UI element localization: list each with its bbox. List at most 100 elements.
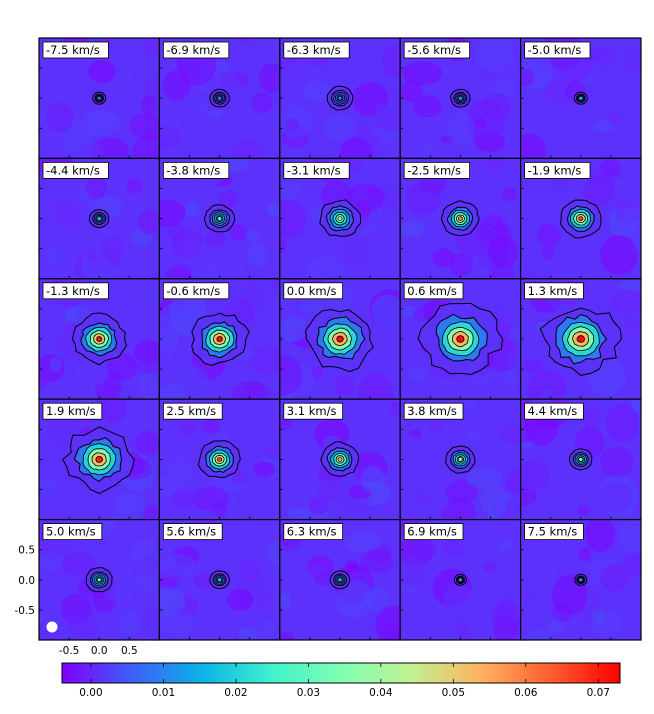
- noise-blob: [360, 549, 394, 574]
- noise-blob: [207, 250, 246, 277]
- noise-blob: [231, 468, 248, 487]
- channel-panel: -2.5 km/s: [399, 157, 522, 280]
- noise-blob: [137, 209, 160, 235]
- noise-blob: [308, 496, 329, 516]
- noise-blob: [230, 223, 248, 242]
- noise-blob: [279, 200, 307, 238]
- noise-blob: [446, 112, 476, 147]
- noise-blob: [384, 403, 401, 423]
- noise-blob: [88, 60, 116, 84]
- noise-blob: [585, 371, 603, 384]
- noise-blob: [599, 234, 638, 275]
- noise-blob: [159, 610, 198, 637]
- velocity-label: -3.1 km/s: [283, 161, 350, 179]
- velocity-label-text: -1.9 km/s: [528, 163, 582, 177]
- noise-blob: [39, 474, 58, 496]
- velocity-label-box: [403, 523, 464, 540]
- noise-blob: [258, 63, 280, 94]
- peak-marker: [218, 457, 222, 461]
- noise-blob: [505, 469, 521, 496]
- colorbar-tick-label: 0.05: [442, 687, 465, 699]
- noise-blob: [607, 111, 622, 123]
- noise-blob: [178, 365, 210, 400]
- colorbar-tick-label: 0.06: [514, 687, 538, 699]
- velocity-label: -4.4 km/s: [42, 161, 109, 179]
- noise-blob: [39, 553, 65, 572]
- channel-panel: -3.8 km/s: [158, 157, 281, 280]
- velocity-label-box: [403, 402, 464, 420]
- peak-marker: [579, 337, 583, 341]
- velocity-label-text: 6.9 km/s: [407, 525, 457, 539]
- noise-blob: [265, 538, 280, 568]
- noise-blob: [481, 70, 494, 83]
- noise-blob: [111, 506, 139, 520]
- velocity-label-text: 3.8 km/s: [407, 404, 457, 418]
- velocity-label-text: 4.4 km/s: [528, 404, 578, 418]
- noise-blob: [508, 326, 521, 343]
- velocity-label: -1.3 km/s: [42, 282, 109, 300]
- velocity-label: -2.5 km/s: [403, 161, 471, 179]
- channel-panel: 3.1 km/s: [279, 398, 401, 521]
- noise-blob: [194, 102, 208, 116]
- noise-blob: [386, 431, 401, 450]
- noise-blob: [305, 256, 344, 279]
- noise-blob: [373, 102, 389, 119]
- y-tick-label: -0.5: [15, 605, 36, 617]
- noise-blob: [43, 245, 63, 266]
- velocity-label: -7.5 km/s: [42, 41, 109, 59]
- channel-panel: 6.9 km/s: [399, 518, 522, 641]
- channel-panel: -0.6 km/s: [158, 278, 281, 400]
- colorbar: 0.00 0.01 0.02 0.03 0.04 0.05 0.06 0.07: [61, 662, 621, 699]
- peak-marker: [97, 337, 101, 341]
- noise-blob: [304, 80, 333, 103]
- noise-blob: [346, 183, 385, 213]
- noise-blob: [499, 520, 514, 534]
- velocity-label-box: [524, 402, 584, 420]
- peak-marker: [338, 457, 342, 461]
- noise-blob: [160, 553, 196, 577]
- noise-blob: [159, 326, 177, 363]
- noise-blob: [279, 355, 303, 396]
- velocity-label-box: [42, 523, 103, 540]
- noise-blob: [74, 360, 110, 387]
- noise-blob: [279, 238, 288, 253]
- noise-blob: [143, 38, 160, 56]
- noise-blob: [501, 186, 517, 203]
- noise-blob: [491, 600, 521, 637]
- noise-blob: [82, 109, 120, 136]
- noise-blob: [53, 200, 81, 229]
- noise-blob: [488, 234, 519, 268]
- noise-blob: [506, 348, 521, 373]
- noise-blob: [101, 399, 127, 423]
- noise-blob: [455, 622, 471, 638]
- noise-blob: [246, 229, 260, 244]
- noise-blob: [388, 314, 401, 329]
- noise-blob: [167, 223, 185, 239]
- noise-blob: [251, 92, 273, 114]
- velocity-label: 4.4 km/s: [524, 402, 584, 420]
- noise-blob: [493, 79, 517, 96]
- noise-blob: [131, 346, 160, 374]
- colorbar-tick-label: 0.02: [224, 687, 247, 699]
- velocity-label-text: -2.5 km/s: [407, 163, 461, 177]
- velocity-label-box: [42, 41, 109, 59]
- noise-blob: [253, 461, 276, 478]
- noise-blob: [520, 134, 547, 159]
- velocity-label-text: -0.6 km/s: [166, 284, 220, 298]
- velocity-label-text: 0.6 km/s: [407, 284, 457, 298]
- noise-blob: [204, 230, 227, 248]
- velocity-label-box: [283, 161, 350, 179]
- noise-blob: [623, 48, 641, 73]
- velocity-label-box: [42, 402, 103, 420]
- noise-blob: [449, 252, 474, 277]
- velocity-label-box: [524, 41, 591, 59]
- noise-blob: [562, 51, 592, 82]
- velocity-label-box: [403, 282, 464, 300]
- noise-blob: [613, 176, 631, 192]
- velocity-label-text: 1.3 km/s: [528, 284, 578, 298]
- peak-marker: [97, 217, 101, 221]
- velocity-label: -5.6 km/s: [403, 41, 471, 59]
- noise-blob: [402, 434, 421, 448]
- peak-marker: [458, 96, 462, 100]
- noise-blob: [426, 420, 445, 435]
